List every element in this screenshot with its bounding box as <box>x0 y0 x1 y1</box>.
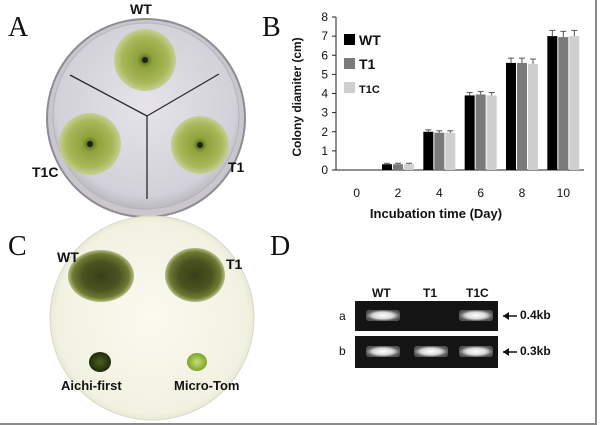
panel-c-leaf-micro-tom <box>187 353 207 371</box>
panel-d-band-b-wt <box>366 346 400 357</box>
panel-c-colony-t1 <box>165 248 225 302</box>
panel-d-band-a-t1c <box>459 310 493 321</box>
frame-right-border <box>595 0 597 425</box>
chart-y-tick-label: 1 <box>321 144 328 158</box>
chart-x-tick-label: 0 <box>353 186 360 200</box>
chart-y-tick-label: 5 <box>321 67 328 81</box>
panel-d-band-b-t1 <box>414 346 448 357</box>
chart-y-tick-label: 8 <box>321 10 328 24</box>
panel-a-divider-1 <box>69 74 148 117</box>
panel-d-letter: D <box>270 231 291 262</box>
chart-bar-t1-6 <box>475 94 486 170</box>
panel-d-band-a-wt <box>366 310 400 321</box>
chart-y-tick-label: 6 <box>321 48 328 62</box>
chart-y-tick-label: 0 <box>321 163 328 177</box>
panel-d-gel-row-a <box>355 301 498 331</box>
chart-y-tick-label: 3 <box>321 106 328 120</box>
chart-bar-t1-10 <box>558 37 569 170</box>
panel-a-colony-wt-center <box>142 57 148 63</box>
panel-c-letter: C <box>8 231 27 262</box>
panel-a-colony-t1 <box>171 116 229 174</box>
chart-bar-t1-4 <box>434 132 445 170</box>
panel-a-divider-2 <box>146 73 220 117</box>
chart-bar-wt-10 <box>547 36 558 170</box>
chart-legend-swatch-t1c <box>344 82 355 93</box>
panel-c-label-wt: WT <box>57 249 79 265</box>
chart-bar-t1c-6 <box>486 95 497 170</box>
panel-c-label-t1: T1 <box>226 256 243 272</box>
chart-bar-wt-2 <box>382 164 392 170</box>
chart-bar-wt-8 <box>506 62 516 170</box>
panel-d-size-b: 0.3kb <box>520 344 551 358</box>
chart-y-tick-label: 7 <box>321 29 328 43</box>
chart-legend-label-t1: T1 <box>359 56 376 72</box>
panel-d-size-a: 0.4kb <box>520 308 551 322</box>
chart-xlabel: Incubation time (Day) <box>370 206 502 221</box>
chart-legend-swatch-wt <box>344 34 355 45</box>
chart-ylabel: Colony diamiter (cm) <box>290 37 304 156</box>
chart-x-tick-label: 2 <box>395 186 402 200</box>
panel-d-lane-wt: WT <box>372 286 391 300</box>
panel-a-colony-t1c <box>59 113 121 175</box>
panel-d-row-a-label: a <box>339 309 346 323</box>
panel-a-label-t1c: T1C <box>32 164 59 180</box>
panel-a-dish-rim <box>46 18 246 218</box>
panel-a-colony-t1c-center <box>87 141 93 147</box>
panel-a-label-t1: T1 <box>228 159 245 175</box>
panel-a-colony-wt <box>114 29 176 91</box>
chart-x-tick-label: 8 <box>519 186 526 200</box>
chart-legend-label-wt: WT <box>359 32 381 48</box>
panel-a-colony-t1-center <box>197 142 203 148</box>
chart-bar-t1-2 <box>393 164 403 170</box>
chart-legend-swatch-t1 <box>344 58 355 69</box>
panel-d-lane-t1c: T1C <box>466 286 489 300</box>
panel-b-letter: B <box>262 12 281 43</box>
chart-x-tick-label: 4 <box>436 186 443 200</box>
panel-a-dish-agar <box>52 22 240 210</box>
panel-d-band-b-t1c <box>459 346 493 357</box>
panel-a-letter: A <box>8 12 29 43</box>
panel-d-gel-row-b <box>355 336 498 368</box>
panel-a-label-wt: WT <box>130 1 152 17</box>
chart-bar-t1c-10 <box>569 36 580 170</box>
chart-bar-t1-8 <box>517 62 527 170</box>
chart-bar-t1c-8 <box>528 63 538 171</box>
chart-legend-label-t1c: T1C <box>359 84 380 96</box>
panel-c-label-aichi-first: Aichi-first <box>61 378 122 393</box>
panel-d-row-b-label: b <box>339 344 346 358</box>
chart-x-tick-label: 6 <box>477 186 484 200</box>
chart-bar-t1c-2 <box>404 164 414 170</box>
panel-c-leaf-aichi-first <box>89 352 111 372</box>
chart-x-tick-label: 10 <box>557 186 571 200</box>
chart-y-tick-label: 4 <box>321 87 328 101</box>
chart-y-tick-label: 2 <box>321 125 328 139</box>
chart-bar-t1c-4 <box>445 132 456 170</box>
frame-bottom-border <box>0 423 597 425</box>
chart-bar-wt-4 <box>423 131 434 170</box>
chart-bar-wt-6 <box>464 95 475 170</box>
panel-c-label-micro-tom: Micro-Tom <box>174 378 240 393</box>
panel-d-lane-t1: T1 <box>423 286 438 300</box>
